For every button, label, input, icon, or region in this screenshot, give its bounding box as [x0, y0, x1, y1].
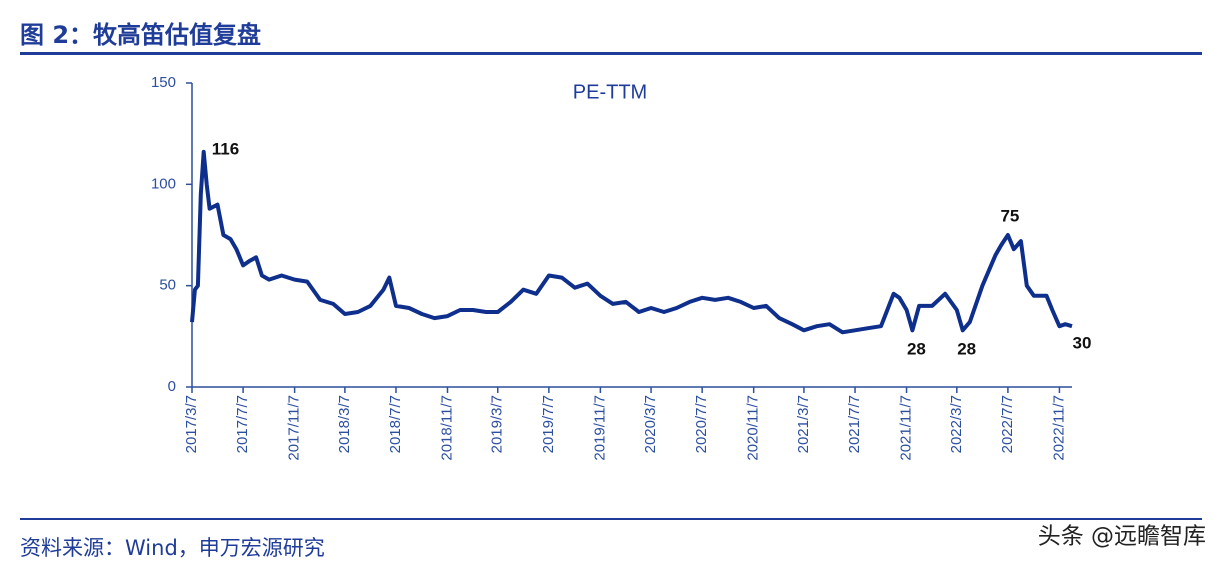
x-tick-label: 2019/3/7 — [489, 395, 506, 453]
x-tick-label: 2020/3/7 — [642, 395, 659, 453]
annotation: 28 — [957, 340, 976, 359]
annotation: 116 — [212, 139, 239, 158]
x-tick-label: 2018/7/7 — [387, 395, 404, 453]
annotation: 28 — [907, 340, 926, 359]
x-tick-label: 2017/7/7 — [234, 395, 251, 453]
y-tick-label: 0 — [168, 378, 176, 395]
y-tick-label: 150 — [151, 74, 176, 91]
x-tick-label: 2022/7/7 — [999, 395, 1016, 453]
annotation: 30 — [1073, 334, 1092, 353]
watermark: 头条 @远瞻智库 — [1038, 524, 1206, 550]
figure-title: 图 2：牧高笛估值复盘 — [20, 21, 261, 49]
x-tick-label: 2018/3/7 — [336, 395, 353, 453]
x-tick-label: 2020/11/7 — [745, 395, 762, 461]
title-rule — [20, 52, 1202, 55]
source: 资料来源：Wind，申万宏源研究 — [20, 536, 325, 560]
y-tick-label: 100 — [151, 175, 176, 192]
series-label: PE-TTM — [573, 81, 647, 103]
x-tick-label: 2021/7/7 — [846, 395, 863, 453]
x-tick-label: 2022/11/7 — [1050, 395, 1067, 461]
x-tick-label: 2020/7/7 — [693, 395, 710, 453]
x-tick-label: 2019/7/7 — [540, 395, 557, 453]
x-tick-label: 2021/11/7 — [898, 395, 915, 461]
x-tick-label: 2019/11/7 — [591, 395, 608, 461]
x-tick-label: 2021/3/7 — [795, 395, 812, 453]
x-tick-label: 2017/3/7 — [183, 395, 200, 453]
y-tick-label: 50 — [159, 277, 176, 294]
annotation: 75 — [1000, 206, 1019, 225]
source-rule — [20, 518, 1202, 520]
x-tick-label: 2018/11/7 — [438, 395, 455, 461]
x-tick-label: 2017/11/7 — [286, 395, 303, 461]
x-tick-label: 2022/3/7 — [948, 395, 965, 453]
pe-line — [190, 149, 1073, 335]
